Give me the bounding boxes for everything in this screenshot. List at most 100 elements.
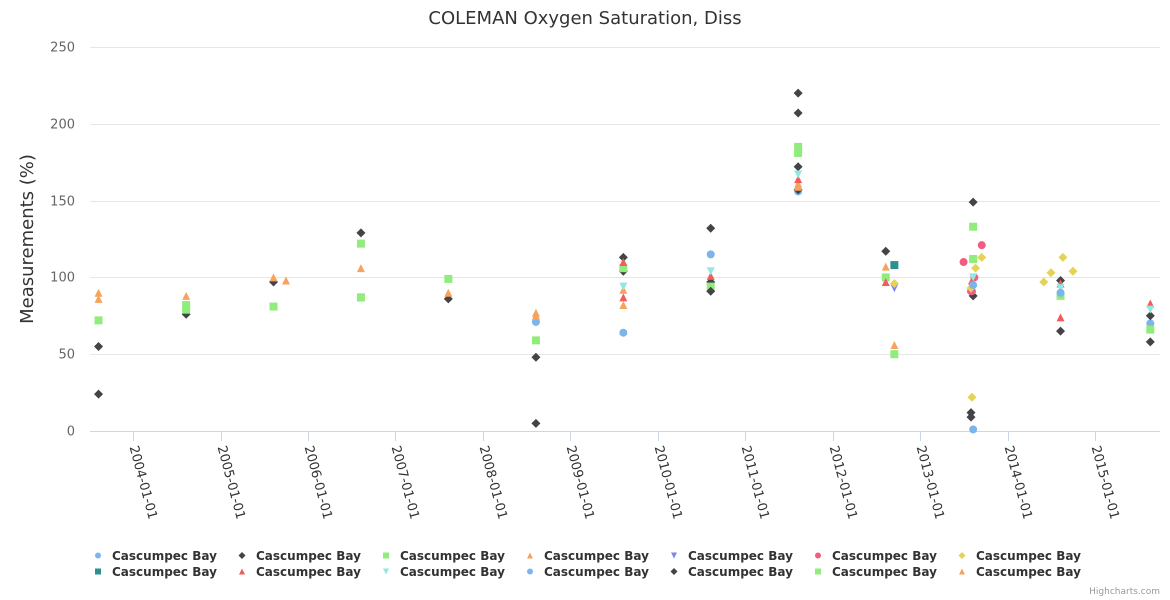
data-point[interactable] bbox=[619, 293, 628, 302]
data-point[interactable] bbox=[619, 301, 628, 310]
data-point[interactable] bbox=[959, 258, 968, 267]
data-point[interactable] bbox=[794, 142, 803, 151]
data-point[interactable] bbox=[706, 282, 715, 291]
data-point[interactable] bbox=[182, 291, 191, 300]
data-point[interactable] bbox=[619, 282, 628, 291]
data-point[interactable] bbox=[94, 389, 104, 399]
data-point[interactable] bbox=[94, 288, 103, 297]
data-point[interactable] bbox=[881, 278, 890, 287]
data-point[interactable] bbox=[971, 263, 981, 273]
data-point[interactable] bbox=[881, 246, 891, 256]
data-point[interactable] bbox=[94, 316, 103, 325]
data-point[interactable] bbox=[444, 274, 453, 283]
data-point[interactable] bbox=[182, 301, 191, 310]
data-point[interactable] bbox=[269, 302, 278, 311]
legend-item[interactable]: Cascumpec Bay bbox=[815, 565, 937, 579]
data-point[interactable] bbox=[793, 88, 803, 98]
data-point[interactable] bbox=[281, 276, 290, 285]
data-point[interactable] bbox=[794, 182, 803, 191]
legend-item[interactable]: Cascumpec Bay bbox=[238, 549, 362, 563]
data-point[interactable] bbox=[968, 197, 978, 207]
legend-item[interactable]: Cascumpec Bay bbox=[815, 549, 937, 563]
data-point[interactable] bbox=[1068, 266, 1078, 276]
data-point[interactable] bbox=[966, 408, 976, 418]
data-point[interactable] bbox=[889, 279, 899, 289]
legend-item[interactable]: Cascumpec Bay bbox=[527, 549, 649, 563]
data-point[interactable] bbox=[531, 418, 541, 428]
data-point[interactable] bbox=[706, 286, 716, 296]
data-point[interactable] bbox=[356, 228, 366, 238]
data-point[interactable] bbox=[531, 311, 540, 320]
credits-link[interactable]: Highcharts.com bbox=[1089, 587, 1160, 597]
legend-item[interactable]: Cascumpec Bay bbox=[958, 549, 1082, 563]
data-point[interactable] bbox=[1056, 288, 1065, 297]
data-point[interactable] bbox=[94, 294, 103, 303]
data-point[interactable] bbox=[977, 252, 987, 262]
data-point[interactable] bbox=[706, 223, 716, 233]
data-point[interactable] bbox=[619, 328, 628, 337]
series-14 bbox=[531, 182, 803, 320]
data-point[interactable] bbox=[890, 261, 899, 270]
data-point[interactable] bbox=[618, 252, 628, 262]
legend-item[interactable]: Cascumpec Bay bbox=[383, 549, 505, 563]
data-point[interactable] bbox=[890, 340, 899, 349]
data-point[interactable] bbox=[269, 273, 278, 282]
data-point[interactable] bbox=[969, 254, 978, 263]
data-point[interactable] bbox=[531, 317, 540, 326]
data-point[interactable] bbox=[793, 108, 803, 118]
data-point[interactable] bbox=[706, 250, 715, 259]
data-point[interactable] bbox=[969, 425, 978, 434]
data-point[interactable] bbox=[356, 264, 365, 273]
data-point[interactable] bbox=[969, 281, 978, 290]
data-point[interactable] bbox=[1046, 268, 1056, 278]
legend-item[interactable]: Cascumpec Bay bbox=[670, 565, 794, 579]
data-point[interactable] bbox=[1146, 325, 1155, 334]
data-point[interactable] bbox=[356, 293, 365, 302]
data-point[interactable] bbox=[881, 262, 890, 271]
data-point[interactable] bbox=[356, 239, 365, 248]
chart-title: COLEMAN Oxygen Saturation, Diss bbox=[428, 8, 741, 29]
data-point[interactable] bbox=[94, 342, 104, 352]
data-point[interactable] bbox=[969, 273, 978, 282]
data-point[interactable] bbox=[1056, 284, 1065, 293]
data-point[interactable] bbox=[969, 222, 978, 231]
legend-item[interactable]: Cascumpec Bay bbox=[95, 549, 217, 563]
legend-label: Cascumpec Bay bbox=[688, 565, 793, 579]
legend-symbol-icon bbox=[95, 568, 101, 575]
data-point[interactable] bbox=[977, 241, 986, 250]
legend-item[interactable]: Cascumpec Bay bbox=[959, 565, 1081, 579]
data-point[interactable] bbox=[619, 264, 628, 273]
data-point[interactable] bbox=[966, 412, 976, 422]
legend-item[interactable]: Cascumpec Bay bbox=[95, 565, 217, 579]
data-point[interactable] bbox=[1146, 299, 1155, 308]
data-point[interactable] bbox=[1056, 326, 1066, 336]
legend-label: Cascumpec Bay bbox=[112, 549, 217, 563]
data-point[interactable] bbox=[182, 305, 191, 314]
data-point[interactable] bbox=[1056, 313, 1065, 322]
data-point[interactable] bbox=[794, 148, 803, 157]
data-point[interactable] bbox=[706, 267, 715, 276]
data-point[interactable] bbox=[967, 392, 977, 402]
data-point[interactable] bbox=[619, 258, 628, 267]
legend-item[interactable]: Cascumpec Bay bbox=[671, 549, 793, 563]
data-point[interactable] bbox=[1145, 311, 1155, 321]
data-point[interactable] bbox=[881, 273, 890, 282]
data-point[interactable] bbox=[1145, 337, 1155, 347]
data-point[interactable] bbox=[706, 271, 715, 280]
data-point[interactable] bbox=[890, 284, 899, 293]
data-point[interactable] bbox=[793, 162, 803, 172]
legend-item[interactable]: Cascumpec Bay bbox=[383, 565, 505, 579]
data-point[interactable] bbox=[794, 170, 803, 179]
data-point[interactable] bbox=[1058, 252, 1068, 262]
legend-item[interactable]: Cascumpec Bay bbox=[239, 565, 361, 579]
y-tick-label: 100 bbox=[50, 271, 75, 286]
data-point[interactable] bbox=[1146, 319, 1155, 328]
data-point[interactable] bbox=[794, 175, 803, 184]
data-point[interactable] bbox=[444, 288, 453, 297]
data-point[interactable] bbox=[1146, 305, 1155, 314]
data-point[interactable] bbox=[1039, 277, 1049, 287]
data-point[interactable] bbox=[531, 336, 540, 345]
data-point[interactable] bbox=[531, 352, 541, 362]
legend-item[interactable]: Cascumpec Bay bbox=[527, 565, 649, 579]
data-point[interactable] bbox=[890, 350, 899, 359]
